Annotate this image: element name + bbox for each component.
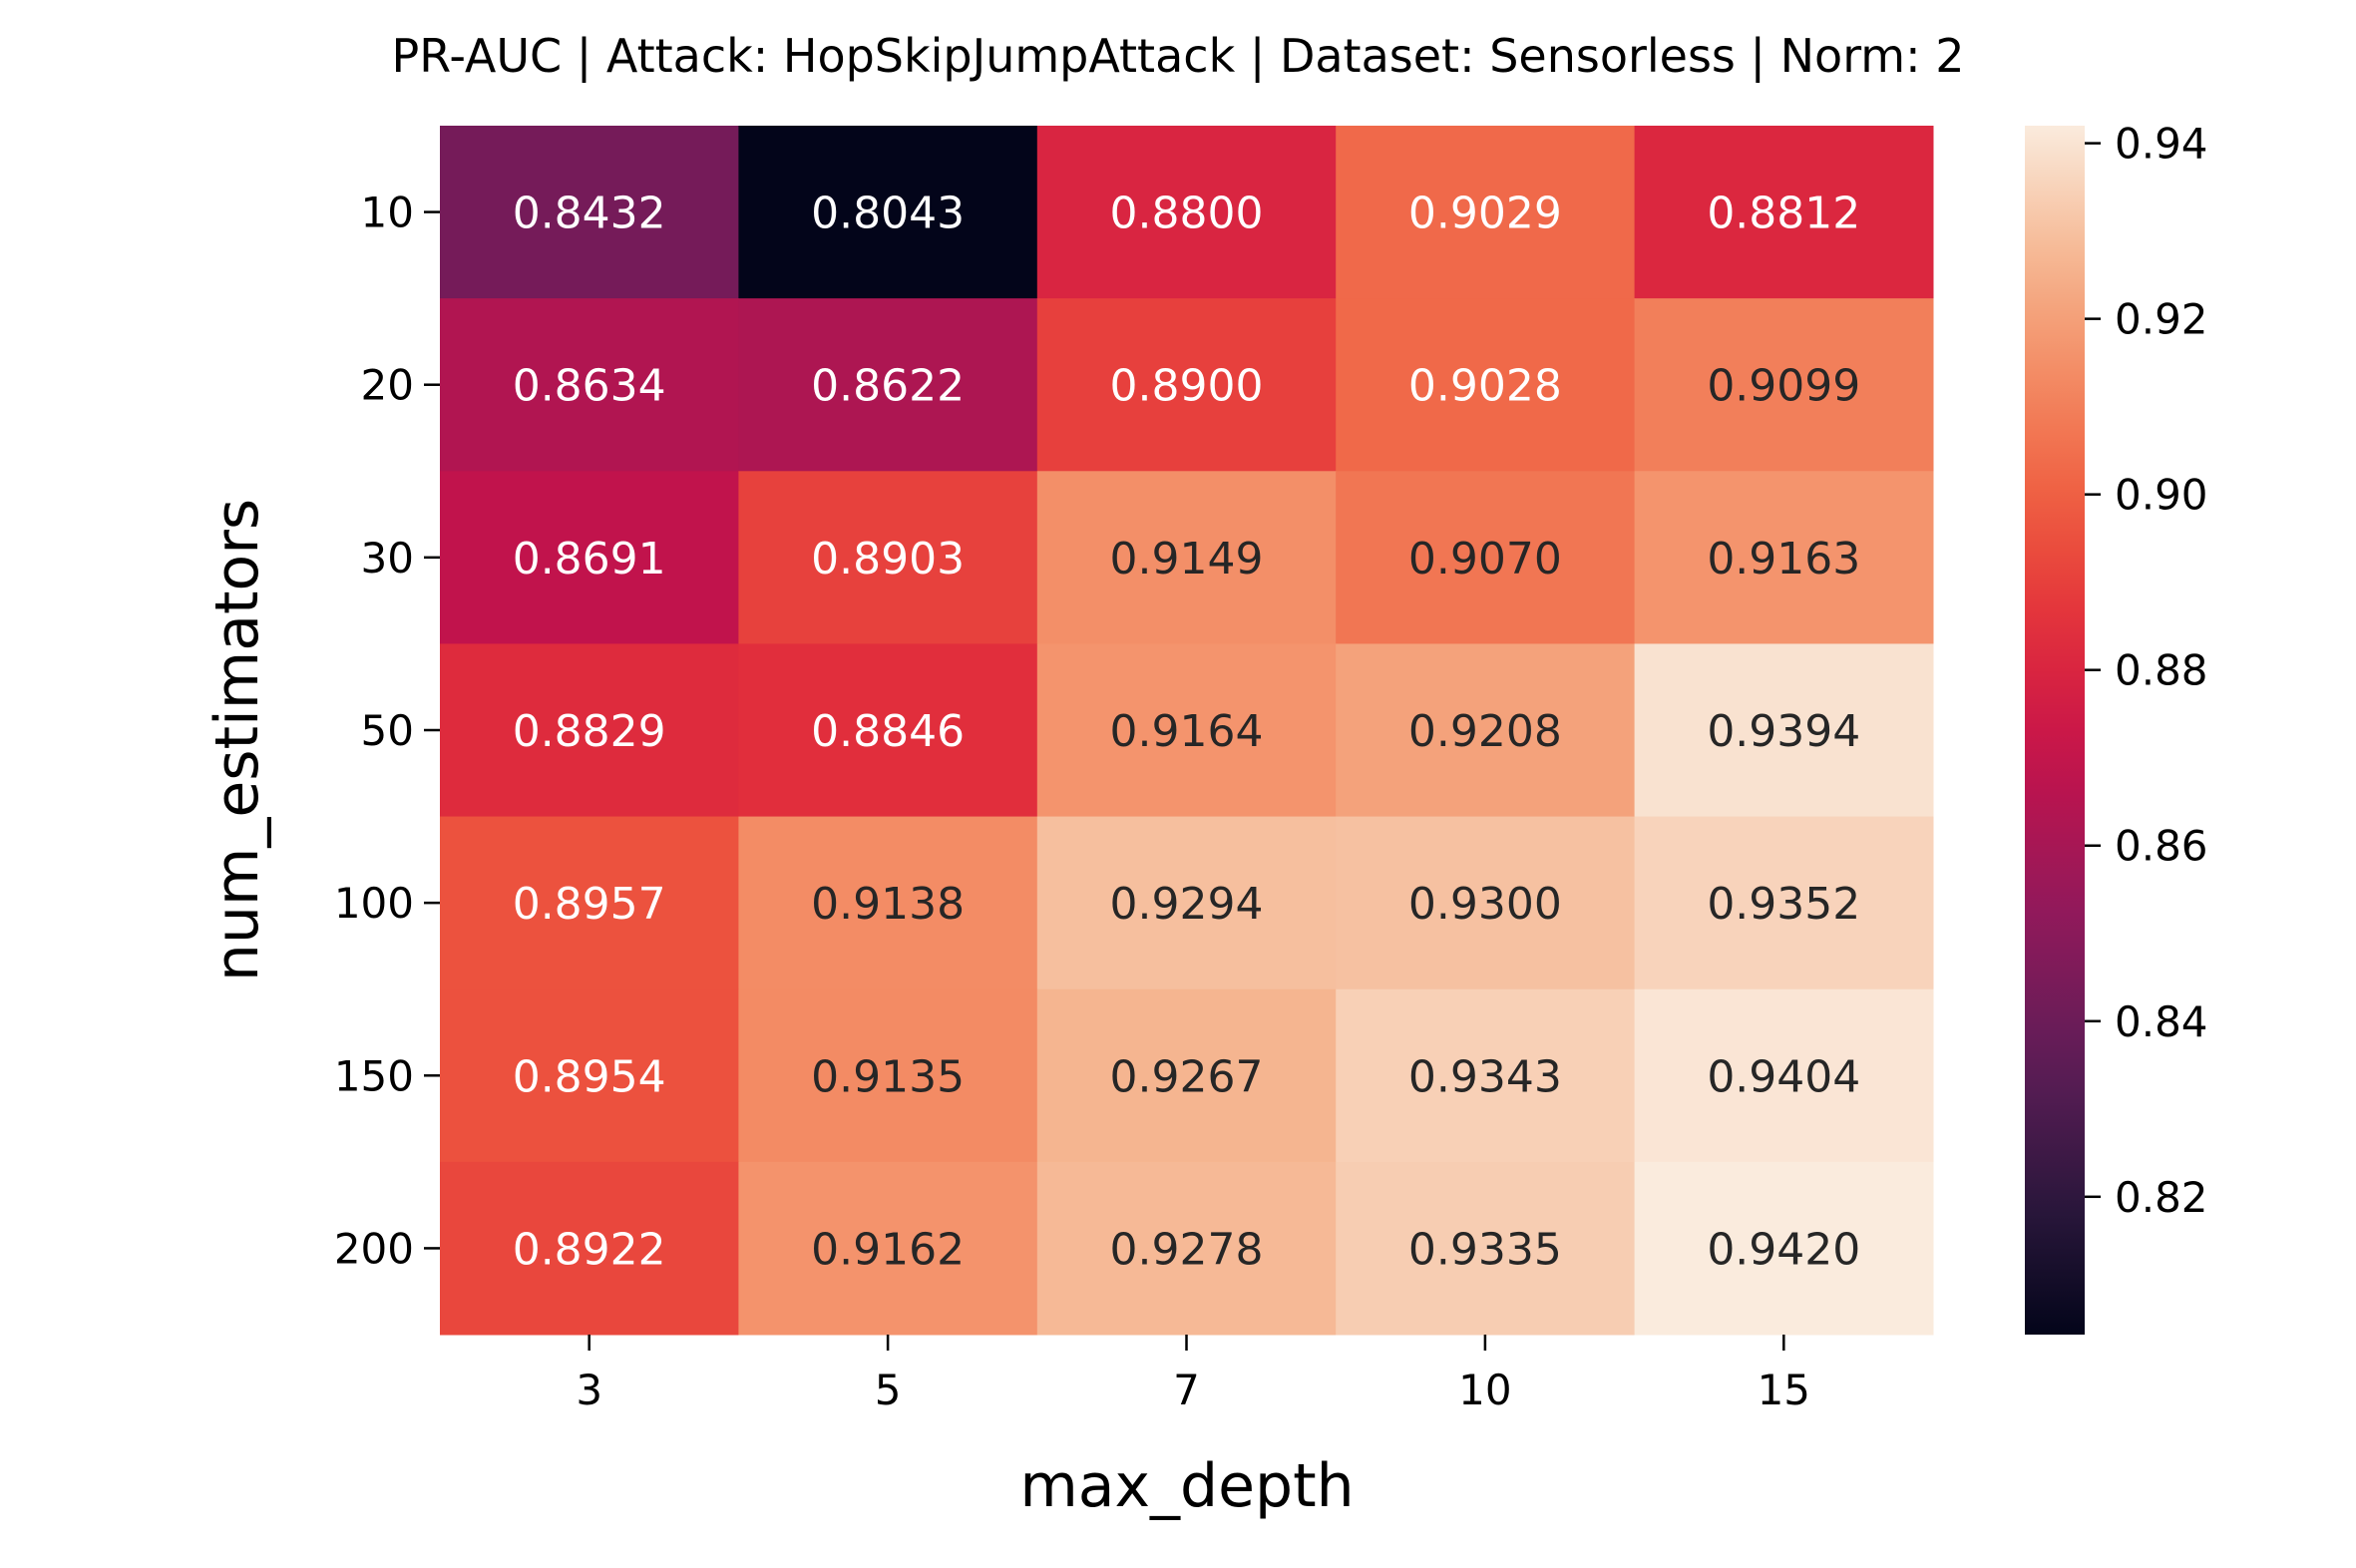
heatmap-cell xyxy=(738,816,1038,990)
cell-value-label: 0.9070 xyxy=(1408,534,1562,585)
x-tick-label: 5 xyxy=(875,1366,902,1414)
heatmap-cell xyxy=(738,1161,1038,1336)
heatmap-cell xyxy=(1336,126,1636,299)
colorbar-tick-label: 0.90 xyxy=(2115,471,2208,520)
cell-value-label: 0.9208 xyxy=(1408,706,1562,757)
cell-value-label: 0.8829 xyxy=(513,706,666,757)
heatmap-cells: 0.8432 0.8043 0.8800 0.9029 0.8812 0.8634 0.86… xyxy=(440,126,1934,1336)
cell-value-label: 0.8043 xyxy=(811,189,965,239)
y-tick-label: 200 xyxy=(334,1224,414,1273)
cell-value-label: 0.9099 xyxy=(1707,361,1860,412)
heatmap-cell xyxy=(738,471,1038,644)
colorbar-tick-label: 0.94 xyxy=(2115,120,2208,169)
y-tick-label: 100 xyxy=(334,879,414,928)
cell-value-label: 0.9162 xyxy=(811,1224,965,1275)
y-tick-label: 30 xyxy=(361,534,414,583)
y-axis-label: num_estimators xyxy=(202,499,272,981)
colorbar-tick-label: 0.82 xyxy=(2115,1173,2208,1222)
cell-value-label: 0.9163 xyxy=(1707,534,1860,585)
cell-value-label: 0.9294 xyxy=(1110,879,1264,930)
y-tick-label: 10 xyxy=(361,189,414,237)
cell-value-label: 0.9164 xyxy=(1110,706,1264,757)
cell-value-label: 0.9420 xyxy=(1707,1224,1860,1275)
heatmap-cell xyxy=(440,816,739,990)
cell-value-label: 0.8922 xyxy=(513,1224,666,1275)
cell-value-label: 0.8812 xyxy=(1707,189,1860,239)
y-tick-label: 50 xyxy=(361,706,414,755)
cell-value-label: 0.9029 xyxy=(1408,189,1562,239)
heatmap-cell xyxy=(1336,298,1636,472)
cell-value-label: 0.8954 xyxy=(513,1051,666,1102)
colorbar-tick-label: 0.92 xyxy=(2115,295,2208,344)
heatmap-cell xyxy=(1036,988,1337,1163)
heatmap-cell xyxy=(440,643,739,818)
x-axis: 3 5 7 10 15 xyxy=(576,1335,1810,1414)
colorbar-tick-label: 0.86 xyxy=(2115,822,2208,871)
cell-value-label: 0.9352 xyxy=(1707,879,1860,930)
cell-value-label: 0.9335 xyxy=(1408,1224,1562,1275)
cell-value-label: 0.8903 xyxy=(811,534,965,585)
cell-value-label: 0.9028 xyxy=(1408,361,1562,412)
cell-value-label: 0.9278 xyxy=(1110,1224,1264,1275)
heatmap-cell xyxy=(1036,471,1337,644)
cell-value-label: 0.8900 xyxy=(1110,361,1264,412)
cell-value-label: 0.9138 xyxy=(811,879,965,930)
heatmap-cell xyxy=(440,126,739,299)
heatmap-cell xyxy=(1336,1161,1636,1336)
heatmap-cell xyxy=(440,471,739,644)
heatmap-cell xyxy=(440,1161,739,1336)
heatmap-cell xyxy=(1634,1161,1934,1336)
heatmap-cell xyxy=(440,988,739,1163)
cell-value-label: 0.9343 xyxy=(1408,1051,1562,1102)
cell-value-label: 0.9267 xyxy=(1110,1051,1264,1102)
cell-value-label: 0.9394 xyxy=(1707,706,1860,757)
colorbar-gradient xyxy=(2025,126,2085,1335)
heatmap-cell xyxy=(738,298,1038,472)
heatmap-cell xyxy=(1036,816,1337,990)
x-tick-label: 3 xyxy=(576,1366,602,1414)
heatmap-cell xyxy=(1634,298,1934,472)
heatmap-cell xyxy=(738,643,1038,818)
cell-value-label: 0.9135 xyxy=(811,1051,965,1102)
heatmap-cell xyxy=(738,988,1038,1163)
cell-value-label: 0.8846 xyxy=(811,706,965,757)
chart-title: PR-AUC | Attack: HopSkipJumpAttack | Dat… xyxy=(391,29,1964,84)
x-axis-label: max_depth xyxy=(1019,1451,1354,1521)
heatmap-cell xyxy=(1036,126,1337,299)
y-axis: 10 20 30 50 100 150 200 xyxy=(334,189,440,1273)
heatmap-cell xyxy=(1336,988,1636,1163)
cell-value-label: 0.8800 xyxy=(1110,189,1264,239)
heatmap-cell xyxy=(440,298,739,472)
cell-value-label: 0.8691 xyxy=(513,534,666,585)
cell-value-label: 0.8634 xyxy=(513,361,666,412)
y-tick-label: 150 xyxy=(334,1051,414,1100)
heatmap-cell xyxy=(1634,988,1934,1163)
colorbar: 0.82 0.84 0.86 0.88 0.90 0.92 0.94 xyxy=(2025,120,2208,1335)
heatmap-cell xyxy=(1634,643,1934,818)
heatmap-cell xyxy=(1036,1161,1337,1336)
cell-value-label: 0.8622 xyxy=(811,361,965,412)
heatmap-cell xyxy=(1336,471,1636,644)
heatmap-cell xyxy=(1634,816,1934,990)
cell-value-label: 0.8957 xyxy=(513,879,666,930)
x-tick-label: 10 xyxy=(1458,1366,1511,1414)
heatmap-cell xyxy=(1336,643,1636,818)
heatmap-cell xyxy=(738,126,1038,299)
heatmap-cell xyxy=(1036,298,1337,472)
y-tick-label: 20 xyxy=(361,361,414,410)
colorbar-tick-label: 0.88 xyxy=(2115,646,2208,695)
colorbar-tick-label: 0.84 xyxy=(2115,997,2208,1046)
cell-value-label: 0.9300 xyxy=(1408,879,1562,930)
cell-value-label: 0.9404 xyxy=(1707,1051,1860,1102)
heatmap-cell xyxy=(1634,126,1934,299)
cell-value-label: 0.8432 xyxy=(513,189,666,239)
heatmap-cell xyxy=(1634,471,1934,644)
heatmap-cell xyxy=(1036,643,1337,818)
heatmap-cell xyxy=(1336,816,1636,990)
x-tick-label: 15 xyxy=(1758,1366,1810,1414)
x-tick-label: 7 xyxy=(1173,1366,1200,1414)
cell-value-label: 0.9149 xyxy=(1110,534,1264,585)
